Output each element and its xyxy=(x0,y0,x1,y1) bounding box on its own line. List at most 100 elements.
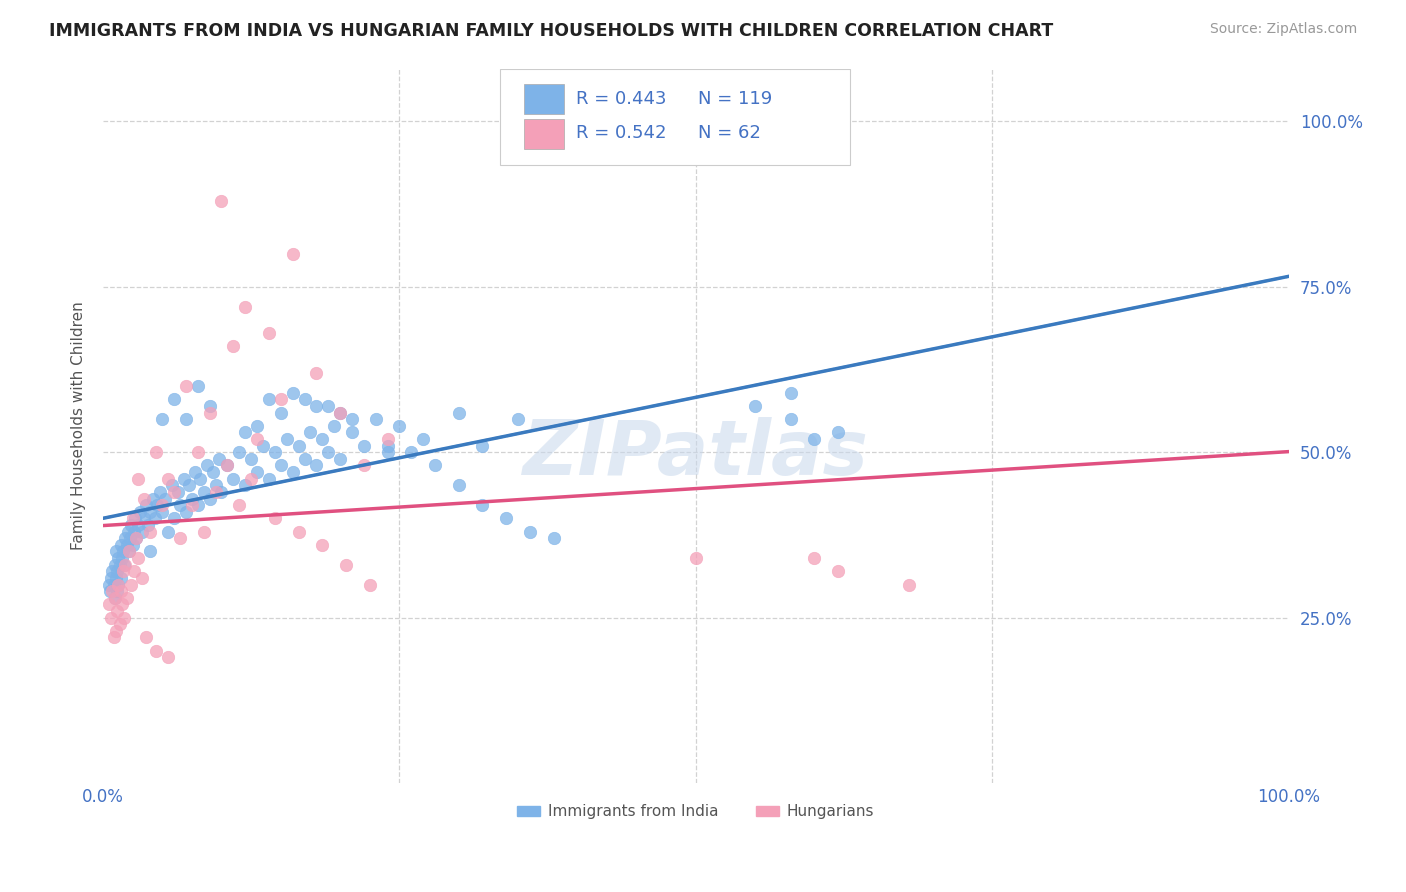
Point xyxy=(399,445,422,459)
Point xyxy=(228,498,250,512)
Y-axis label: Family Households with Children: Family Households with Children xyxy=(72,301,86,550)
Point xyxy=(101,565,124,579)
Point xyxy=(104,544,127,558)
Point xyxy=(105,565,128,579)
Point xyxy=(115,591,138,605)
Point xyxy=(174,379,197,393)
Point xyxy=(447,405,470,419)
FancyBboxPatch shape xyxy=(501,69,851,165)
Point xyxy=(143,511,166,525)
Point xyxy=(353,439,375,453)
Point xyxy=(142,491,165,506)
Point xyxy=(222,339,245,353)
Point xyxy=(281,385,304,400)
Point xyxy=(107,551,129,566)
Point xyxy=(120,518,142,533)
Point xyxy=(204,478,226,492)
Point xyxy=(340,412,363,426)
Point xyxy=(104,558,127,572)
Point xyxy=(104,591,127,605)
Point xyxy=(174,412,197,426)
Point xyxy=(423,458,446,473)
Point xyxy=(97,598,120,612)
Point xyxy=(898,577,921,591)
Point xyxy=(287,439,309,453)
Point xyxy=(495,511,517,525)
Point xyxy=(169,498,191,512)
Point xyxy=(146,498,169,512)
Point xyxy=(305,366,328,380)
Point xyxy=(240,451,263,466)
Point xyxy=(543,531,565,545)
Point xyxy=(150,505,173,519)
Point xyxy=(150,412,173,426)
Point xyxy=(136,518,159,533)
Point xyxy=(294,392,316,407)
Point xyxy=(150,498,173,512)
Point xyxy=(211,194,233,208)
Point xyxy=(139,505,162,519)
Point xyxy=(187,498,209,512)
Point xyxy=(120,531,142,545)
Point xyxy=(519,524,541,539)
Point xyxy=(169,531,191,545)
Point xyxy=(163,392,186,407)
Point xyxy=(233,425,256,440)
Point xyxy=(112,544,135,558)
Point xyxy=(114,531,136,545)
Point xyxy=(103,577,125,591)
Point xyxy=(252,439,274,453)
Point xyxy=(246,465,269,479)
Point xyxy=(110,571,132,585)
Point xyxy=(139,544,162,558)
Point xyxy=(377,445,399,459)
Point xyxy=(299,425,322,440)
Point xyxy=(184,465,207,479)
Point xyxy=(114,558,136,572)
Point xyxy=(228,445,250,459)
Point xyxy=(329,405,352,419)
Point xyxy=(173,472,195,486)
Point xyxy=(187,445,209,459)
Point xyxy=(188,472,211,486)
Point xyxy=(364,412,387,426)
Point xyxy=(195,458,218,473)
Point xyxy=(118,544,141,558)
Point xyxy=(121,538,143,552)
Point xyxy=(198,399,221,413)
Point xyxy=(121,511,143,525)
Point xyxy=(131,571,153,585)
Point xyxy=(98,584,121,599)
Point xyxy=(246,418,269,433)
Point xyxy=(160,478,183,492)
Point xyxy=(118,544,141,558)
Point xyxy=(127,472,149,486)
Point xyxy=(193,524,215,539)
Point xyxy=(112,558,135,572)
Point xyxy=(180,491,202,506)
Point xyxy=(281,246,304,260)
Point xyxy=(97,577,120,591)
Point xyxy=(506,412,529,426)
Point xyxy=(108,558,131,572)
Point xyxy=(340,425,363,440)
Point xyxy=(117,524,139,539)
Point xyxy=(166,485,188,500)
Point xyxy=(157,472,180,486)
Point xyxy=(803,551,825,566)
Point xyxy=(112,610,135,624)
Point xyxy=(471,498,494,512)
Point xyxy=(263,511,285,525)
Point xyxy=(222,472,245,486)
Point xyxy=(128,505,150,519)
Point xyxy=(827,425,849,440)
Point xyxy=(779,412,801,426)
Point xyxy=(139,524,162,539)
Point xyxy=(311,538,333,552)
Point xyxy=(174,505,197,519)
Point xyxy=(122,524,145,539)
Point xyxy=(122,565,145,579)
Point xyxy=(110,584,132,599)
Point xyxy=(101,584,124,599)
Point xyxy=(124,511,146,525)
